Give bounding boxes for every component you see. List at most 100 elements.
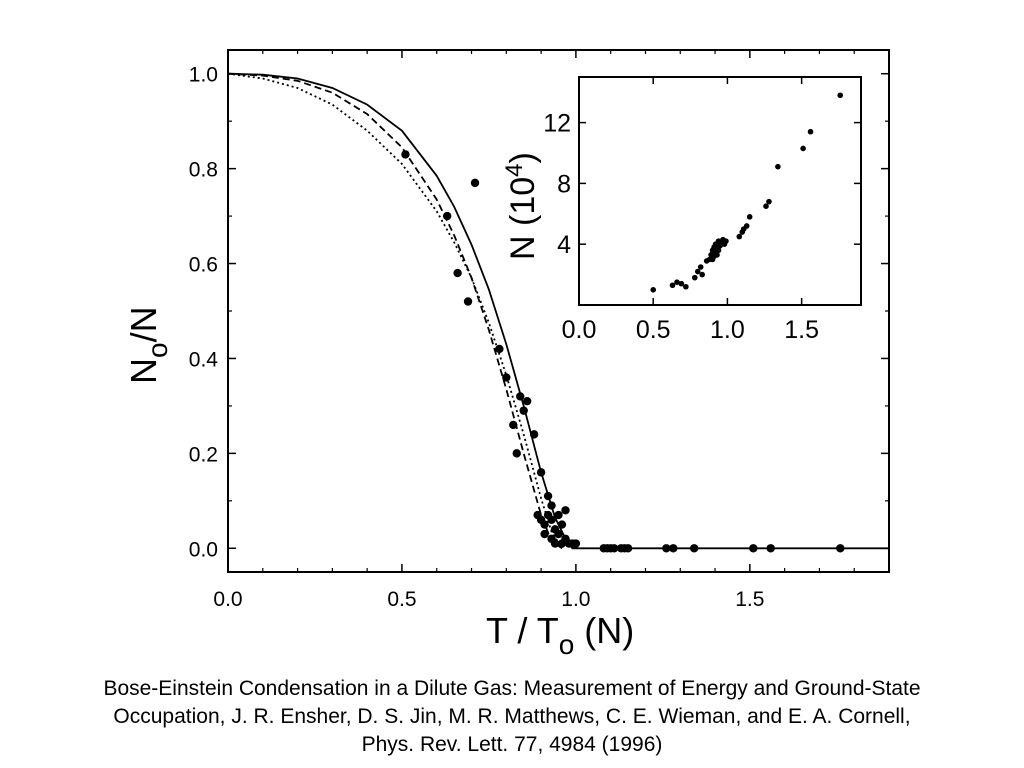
main-data-points — [401, 150, 845, 553]
figure-caption: Bose-Einstein Condensation in a Dilute G… — [0, 675, 1024, 759]
inset-data-point — [683, 283, 689, 290]
inset-data-point — [715, 247, 722, 254]
main-data-point — [529, 430, 539, 439]
inset-data-point — [714, 252, 720, 258]
figure: 0.0 0.5 1.0 1.50.00.20.40.60.81.0 T / To (N… — [123, 49, 890, 660]
main-plot: 0.0 0.5 1.0 1.50.00.20.40.60.81.0 T / To (N… — [123, 49, 890, 660]
main-y-axis-title: No/N — [123, 306, 173, 384]
inset-data-point — [678, 280, 685, 287]
inset-data-point — [650, 287, 657, 293]
caption-line-3: Phys. Rev. Lett. 77, 4984 (1996) — [361, 733, 663, 756]
inset-y-tick-label: 4 — [557, 231, 571, 259]
inset-data-point — [723, 238, 729, 244]
inset-data-point — [763, 203, 769, 209]
inset-data-point — [694, 268, 701, 275]
main-data-point — [516, 392, 525, 401]
main-data-point — [442, 211, 452, 221]
inset-y-axis-suffix: ) — [504, 152, 542, 163]
main-data-point — [463, 297, 473, 306]
main-data-point — [749, 544, 758, 553]
inset-data-point — [674, 279, 680, 286]
inset-plot-frame — [578, 76, 862, 306]
main-data-point — [623, 544, 633, 553]
main-data-point — [689, 544, 699, 553]
main-data-point — [509, 420, 518, 430]
main-y-tick-label: 0.8 — [189, 159, 218, 182]
main-y-tick-label: 0.4 — [189, 348, 219, 371]
main-x-tick-label: 0.0 — [213, 588, 242, 611]
inset-y-tick-label: 12 — [543, 110, 571, 138]
dashed-curve — [227, 72, 563, 550]
main-data-point — [470, 178, 480, 188]
inset-data-point — [669, 282, 676, 289]
main-data-point — [495, 344, 504, 354]
inset-axis-ticks: 0.0 0.5 1.0 1.5 4 8 12 — [543, 77, 861, 344]
main-data-point — [557, 520, 567, 529]
main-data-point — [519, 406, 528, 415]
main-y-tick-label: 0.0 — [189, 538, 218, 561]
main-x-axis-title: T / To (N) — [486, 610, 634, 660]
inset-data-points — [650, 92, 844, 293]
main-data-point — [502, 373, 511, 382]
svg-text:N (104): N (104) — [501, 152, 542, 260]
main-data-point — [547, 501, 556, 510]
main-x-tick-label: 1.0 — [561, 588, 590, 611]
main-data-point — [836, 544, 845, 553]
main-y-tick-label: 0.6 — [189, 254, 218, 277]
main-data-point — [543, 491, 553, 501]
inset-y-tick-label: 8 — [557, 170, 571, 198]
caption-line-1: Bose-Einstein Condensation in a Dilute G… — [103, 677, 921, 700]
main-data-point — [554, 510, 563, 520]
main-data-point — [766, 544, 775, 553]
main-data-point — [609, 544, 619, 553]
main-data-point — [662, 544, 671, 553]
inset-data-point — [691, 274, 698, 281]
main-data-point — [536, 468, 546, 477]
inset-data-point — [775, 163, 781, 170]
caption-line-2: Occupation, J. R. Ensher, D. S. Jin, M. … — [113, 705, 911, 728]
inset-y-axis-label: N (10 — [504, 177, 542, 260]
inset-data-point — [766, 198, 772, 205]
inset-data-point — [697, 264, 704, 270]
main-data-point — [561, 506, 570, 515]
inset-x-tick-label: 0.0 — [562, 316, 597, 344]
inset-x-tick-label: 1.0 — [710, 316, 745, 344]
inset-data-point — [736, 233, 743, 240]
main-data-point — [550, 539, 560, 548]
main-x-axis-label: T / T — [486, 610, 559, 651]
main-y-tick-label: 0.2 — [189, 443, 218, 466]
main-data-point — [547, 515, 556, 524]
main-data-point — [540, 520, 549, 529]
main-data-point — [571, 539, 581, 548]
main-y-axis-subscript: o — [142, 342, 173, 358]
inset-y-axis-superscript: 4 — [501, 164, 528, 177]
main-data-point — [512, 449, 521, 458]
inset-data-point — [807, 128, 814, 135]
inset-data-point — [800, 145, 806, 152]
main-axis-ticks: 0.0 0.5 1.0 1.5 0.0 0.2 0.4 0.6 0.8 1.0 — [189, 50, 889, 611]
inset-data-point — [743, 223, 750, 229]
main-y-axis-label: N — [123, 358, 164, 384]
main-data-point — [554, 529, 563, 539]
main-x-axis-subscript: o — [559, 629, 575, 660]
inset-y-axis-title: N (104) — [501, 152, 542, 260]
main-data-point — [522, 396, 532, 406]
inset-x-tick-label: 1.5 — [784, 316, 819, 344]
main-y-tick-label: 1.0 — [189, 64, 218, 87]
main-data-point — [453, 268, 462, 278]
svg-text:T / To (N): T / To (N) — [486, 610, 634, 660]
main-x-tick-label: 1.5 — [735, 588, 764, 611]
main-x-axis-suffix: (N) — [574, 610, 634, 651]
inset-data-point — [837, 92, 844, 99]
main-data-point — [401, 150, 410, 159]
main-data-point — [669, 544, 678, 553]
inset-data-point — [699, 271, 705, 278]
main-data-point — [540, 529, 549, 539]
inset-x-tick-label: 0.5 — [636, 316, 671, 344]
svg-text:No/N: No/N — [123, 306, 173, 384]
main-x-tick-label: 0.5 — [387, 588, 416, 611]
inset-data-point — [746, 214, 753, 220]
main-y-axis-suffix: /N — [123, 306, 164, 342]
dotted-curve — [227, 72, 563, 549]
